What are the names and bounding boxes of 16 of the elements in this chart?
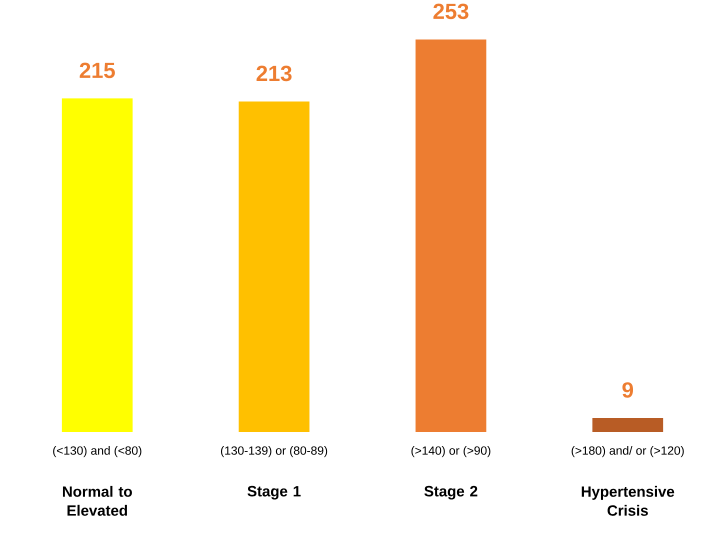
x-tick-label: Hypertensive Crisis (582, 486, 674, 516)
bar (238, 102, 310, 432)
x-tick-label: Stage 1 (248, 486, 301, 500)
text: (>140) or (>90) (411, 446, 490, 458)
data-label: 253 (433, 4, 468, 20)
text: (<130) and (<80) (53, 446, 142, 458)
text: (130-139) or (80-89) (221, 446, 328, 458)
data-label: 215 (80, 62, 115, 78)
bar (62, 98, 133, 432)
bar (592, 418, 664, 432)
text: (>180) and/ or (>120) (572, 446, 684, 458)
x-tick-label: Stage 2 (424, 486, 478, 500)
data-label: 9 (622, 382, 634, 398)
x-tick-label: Normal to Elevated (62, 486, 132, 516)
data-label: 213 (256, 66, 292, 82)
bar (416, 39, 486, 432)
